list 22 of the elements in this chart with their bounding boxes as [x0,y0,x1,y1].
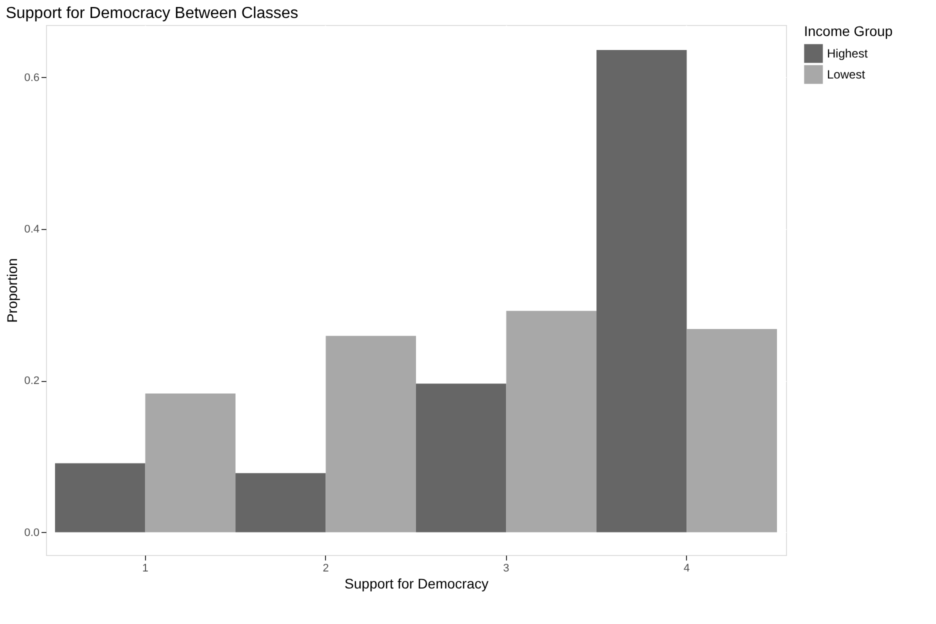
y-tick-label: 0.2 [24,375,40,388]
x-tick-label: 4 [684,562,690,574]
y-tick-label: 0.6 [24,72,40,84]
chart-title: Support for Democracy Between Classes [6,5,298,22]
bar [686,329,777,532]
x-tick-label: 2 [322,562,329,574]
x-tick-label: 1 [142,562,148,574]
bar [236,473,326,532]
bar [326,336,416,532]
y-tick-label: 0.4 [24,223,40,236]
legend-label: Lowest [827,68,866,82]
x-axis-title: Support for Democracy [344,576,488,592]
bar [506,310,596,532]
bar [596,50,687,532]
legend-title: Income Group [804,23,893,39]
bar [416,384,506,532]
y-axis-title: Proportion [4,258,20,323]
x-tick-label: 3 [503,562,510,574]
y-tick-label: 0.0 [24,526,40,539]
legend-label: Highest [827,46,868,60]
bar [145,394,236,532]
bar [55,463,146,532]
